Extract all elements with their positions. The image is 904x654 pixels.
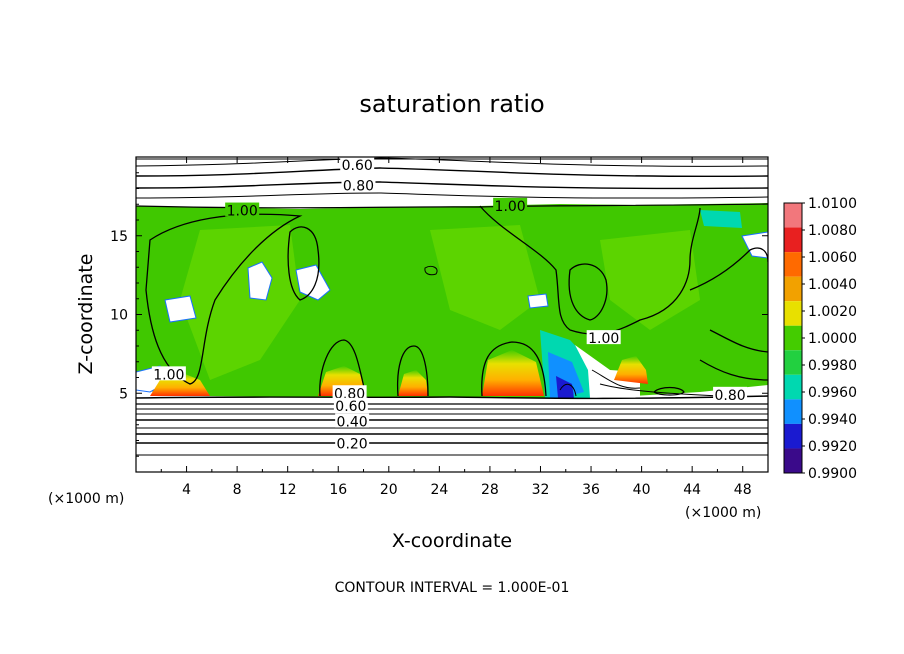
x-tick-label: 44 [683, 482, 701, 498]
x-tick-label: 8 [233, 482, 242, 498]
y-tick-label: 15 [110, 229, 128, 245]
y-tick-label: 5 [119, 386, 128, 402]
contour-interval-note: CONTOUR INTERVAL = 1.000E-01 [335, 580, 570, 596]
x-tick-label: 32 [532, 482, 550, 498]
contour-label: 1.00 [227, 204, 258, 220]
dry-pocket [247, 261, 273, 301]
supersaturated-plume [398, 370, 428, 396]
y-axis-label: Z-coordinate [75, 254, 97, 375]
x-tick-label: 4 [182, 482, 191, 498]
supersaturated-plume [614, 356, 648, 384]
contour-label-bg [225, 202, 260, 217]
colorbar-label: 1.0060 [808, 250, 857, 266]
dry-pocket [295, 264, 331, 301]
x-tick-label: 24 [430, 482, 448, 498]
colorbar-segment [784, 301, 802, 326]
colorbar-segment [784, 399, 802, 424]
x-tick-label: 16 [329, 482, 347, 498]
contour-label-bg [586, 330, 621, 345]
x-unit-right: (×1000 m) [685, 505, 761, 521]
contour-label: 1.00 [495, 199, 526, 215]
colorbar-label: 1.0040 [808, 277, 857, 293]
contour-label: 0.80 [714, 388, 745, 404]
colorbar-segment [784, 203, 802, 228]
x-tick-label: 48 [734, 482, 752, 498]
contour-label-bg [335, 413, 370, 428]
subsaturated-wedge [575, 345, 640, 398]
colorbar-segment [784, 448, 802, 473]
plot-area [136, 157, 768, 472]
colorbar-label: 1.0020 [808, 304, 857, 320]
contour-label-bg [333, 397, 368, 412]
colorbar-segment [784, 325, 802, 351]
colorbar-label: 0.9900 [808, 466, 857, 482]
contour-label-bg [332, 385, 367, 400]
y-tick-label: 10 [110, 308, 128, 324]
colorbar: 1.0100 1.0080 1.0060 1.0040 1.0020 1.0000 0.99… [783, 196, 857, 482]
field-patch [600, 230, 700, 330]
colorbar-label: 0.9980 [808, 358, 857, 374]
dry-pocket [164, 295, 197, 323]
colorbar-label: 1.0080 [808, 223, 857, 239]
colorbar-segment [784, 374, 802, 400]
colorbar-segment [784, 423, 802, 449]
contour-label: 1.00 [588, 331, 619, 347]
subsaturated-wedge [556, 376, 574, 398]
contour-label-bg [335, 435, 370, 450]
contour-label-bg [341, 177, 376, 192]
colorbar-segment [784, 350, 802, 375]
x-unit-left: (×1000 m) [48, 491, 124, 507]
contour-label: 0.80 [343, 178, 374, 194]
contour-label: 0.20 [337, 437, 368, 453]
dry-pocket [741, 231, 768, 259]
colorbar-segment [784, 227, 802, 253]
x-axis: 4 8 12 16 20 24 28 32 36 40 44 48 [160, 157, 752, 498]
contour-label: 0.60 [342, 158, 373, 174]
contour-lines [136, 157, 768, 456]
x-tick-label: 20 [380, 482, 398, 498]
supersaturated-plume [482, 350, 544, 396]
colorbar-segment [784, 252, 802, 277]
colorbar-label: 0.9920 [808, 439, 857, 455]
contour-label: 0.40 [337, 415, 368, 431]
dry-pocket [527, 293, 549, 309]
contour-label-bg [340, 156, 375, 171]
x-tick-label: 28 [481, 482, 499, 498]
contour-label: 0.60 [335, 399, 366, 415]
contour-labels: 0.600.801.00 1.001.001.000.800.600.400.20… [151, 156, 748, 453]
x-tick-label: 12 [279, 482, 297, 498]
x-axis-label: X-coordinate [392, 530, 512, 552]
colorbar-label: 1.0100 [808, 196, 857, 212]
subsaturated-patch [700, 210, 742, 228]
contour-label-bg [713, 386, 748, 401]
field-patch [430, 225, 540, 330]
x-tick-label: 36 [582, 482, 600, 498]
contour-label-bg [151, 366, 186, 381]
field-patch [180, 225, 300, 380]
colorbar-label: 1.0000 [808, 331, 857, 347]
y-axis: 5 10 15 [110, 172, 768, 457]
colorbar-segment [784, 276, 802, 302]
x-tick-label: 40 [633, 482, 651, 498]
colorbar-label: 0.9940 [808, 412, 857, 428]
contour-label-bg [493, 197, 528, 212]
chart-title: saturation ratio [359, 90, 544, 118]
contour-label: 1.00 [153, 367, 184, 383]
colorbar-label: 0.9960 [808, 385, 857, 401]
